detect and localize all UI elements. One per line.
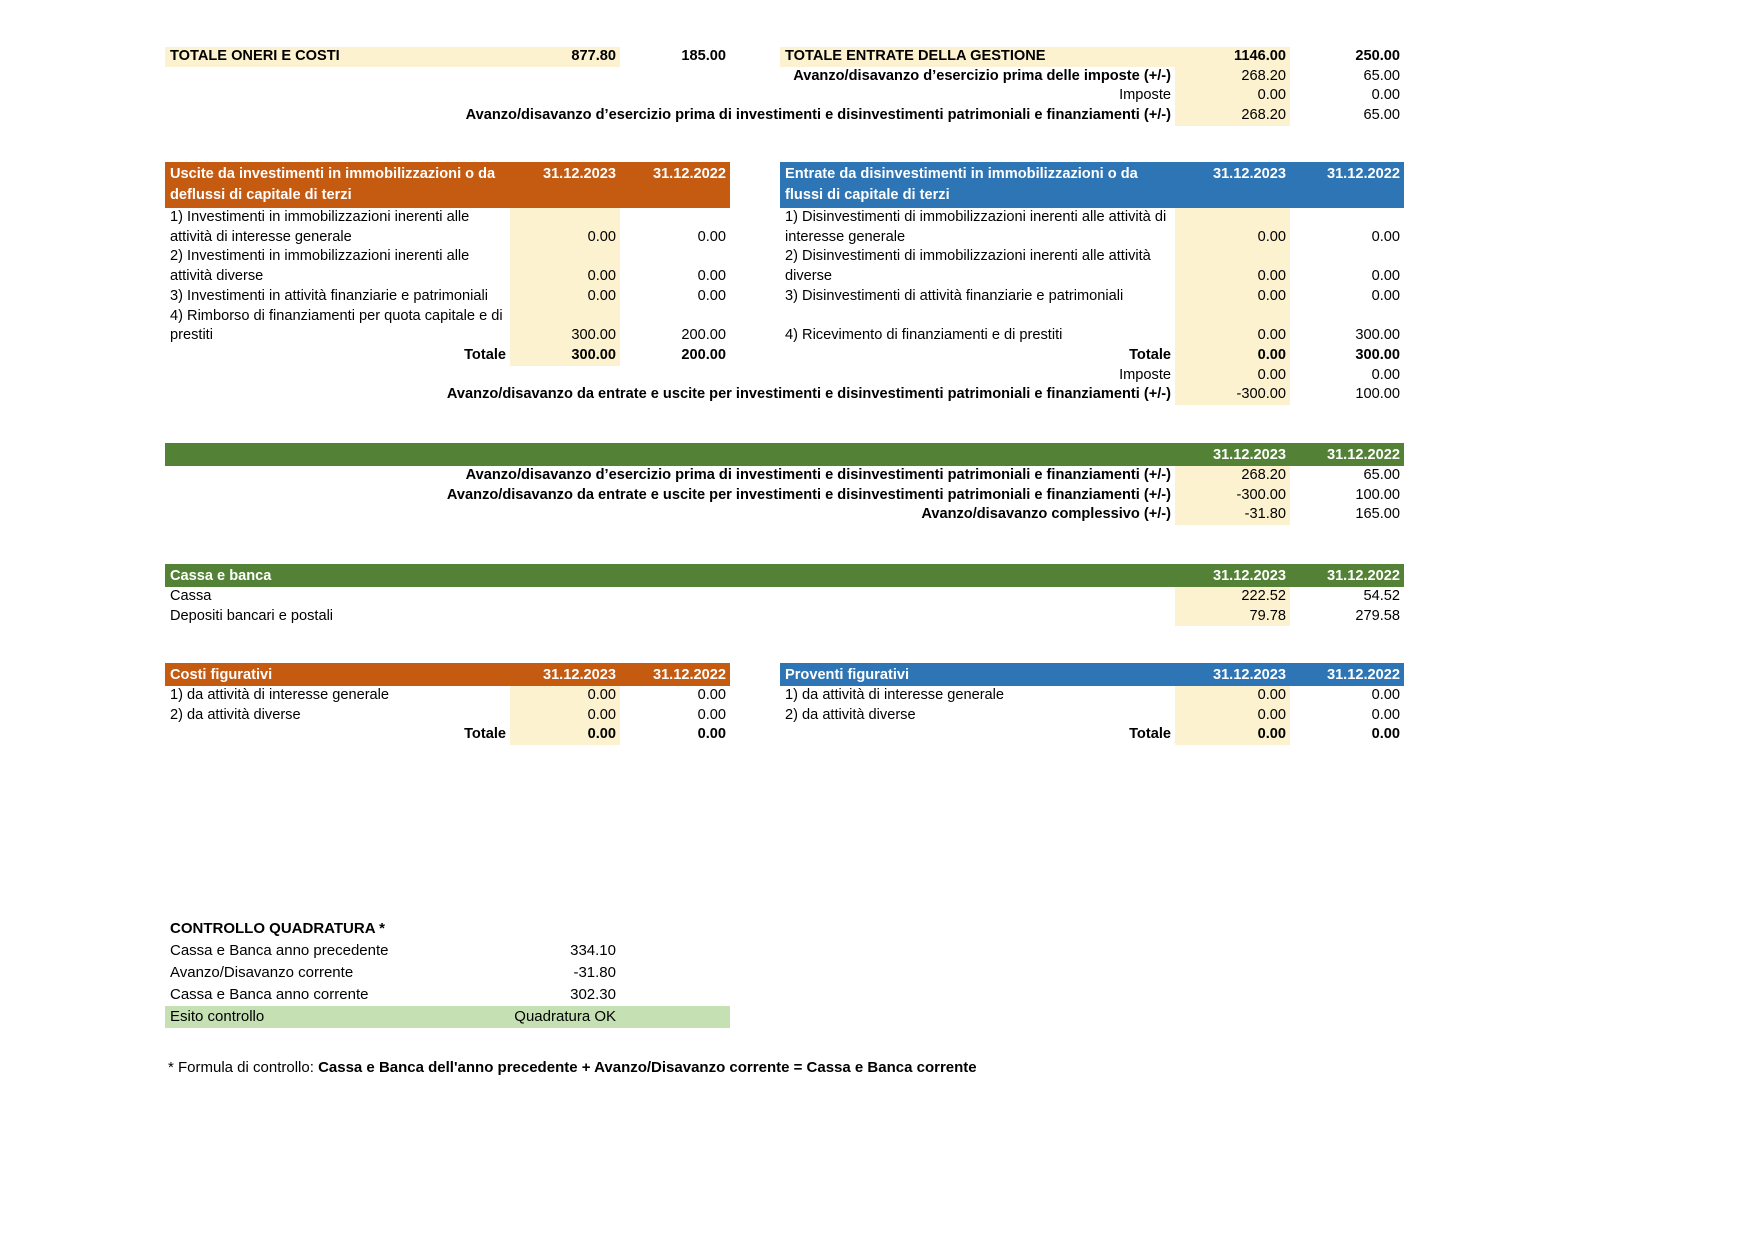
entrate-totale-row: Totale 0.00 300.00: [780, 345, 1404, 366]
totale-oneri-label: TOTALE ONERI E COSTI: [165, 47, 510, 67]
cassa-header: Cassa e banca 31.12.2023 31.12.2022: [165, 564, 1404, 587]
avanzo-prima-imposte-value-2022: 65.00: [1363, 67, 1400, 84]
avanzo-prima-investimenti-row: Avanzo/disavanzo d’esercizio prima di in…: [165, 106, 1404, 126]
figurativi-section: Costi figurativi 31.12.2023 31.12.2022 1…: [165, 663, 1404, 746]
riepilogo-date-2023: 31.12.2023: [1212, 447, 1286, 463]
investments-section: Uscite da investimenti in immobilizzazio…: [165, 162, 1404, 406]
imposte-value-2023: 0.00: [1175, 86, 1290, 107]
footnote: * Formula di controllo: Cassa e Banca de…: [168, 1058, 1404, 1078]
cassa-section: Cassa e banca 31.12.2023 31.12.2022 Cass…: [165, 564, 1404, 627]
controllo-section: CONTROLLO QUADRATURA * Cassa e Banca ann…: [165, 918, 730, 1028]
imposte-value-2022: 0.00: [1371, 87, 1400, 104]
entrate-table: Entrate da disinvestimenti in immobilizz…: [780, 162, 1404, 366]
table-row: 2) da attività diverse 0.00 0.00: [165, 705, 730, 726]
cassa-date-2023: 31.12.2023: [1212, 568, 1286, 584]
riepilogo-row: Avanzo/disavanzo d’esercizio prima di in…: [165, 466, 1404, 486]
costi-figurativi-totale-row: Totale 0.00 0.00: [165, 725, 730, 746]
table-row: 2) Investimenti in immobilizzazioni iner…: [165, 247, 730, 287]
proventi-figurativi-title: Proventi figurativi: [785, 667, 910, 683]
totals-row: TOTALE ONERI E COSTI 877.80 185.00 TOTAL…: [165, 47, 1404, 67]
entrate-date-2023: 31.12.2023: [1212, 166, 1286, 182]
uscite-header: Uscite da investimenti in immobilizzazio…: [165, 162, 730, 208]
entrate-title: Entrate da disinvestimenti in immobilizz…: [785, 166, 1138, 203]
costi-figurativi-table: Costi figurativi 31.12.2023 31.12.2022 1…: [165, 663, 730, 746]
totale-oneri-row: TOTALE ONERI E COSTI 877.80 185.00: [165, 47, 730, 67]
totale-oneri-value-2022: 185.00: [681, 48, 726, 64]
uscite-table: Uscite da investimenti in immobilizzazio…: [165, 162, 730, 366]
uscite-date-2022: 31.12.2022: [652, 166, 726, 182]
avanzo-prima-imposte-row: Avanzo/disavanzo d’esercizio prima delle…: [165, 66, 1404, 87]
table-row: 4) Ricevimento di finanziamenti e di pre…: [780, 326, 1404, 346]
avanzo-complessivo-row: Avanzo/disavanzo complessivo (+/-) -31.8…: [165, 505, 1404, 526]
controllo-row: Cassa e Banca anno precedente 334.10: [170, 942, 616, 959]
uscite-title: Uscite da investimenti in immobilizzazio…: [170, 166, 496, 203]
column-gap: [730, 663, 780, 745]
riepilogo-header: 31.12.2023 31.12.2022: [165, 443, 1404, 466]
column-gap: [730, 162, 780, 366]
riepilogo-section: 31.12.2023 31.12.2022 Avanzo/disavanzo d…: [165, 443, 1404, 526]
table-row: 1) da attività di interesse generale 0.0…: [165, 686, 730, 706]
table-row: 2) Disinvestimenti di immobilizzazioni i…: [780, 247, 1404, 287]
cassa-title: Cassa e banca: [170, 568, 272, 584]
table-row: 1) Disinvestimenti di immobilizzazioni i…: [780, 208, 1404, 248]
riepilogo-row: Avanzo/disavanzo da entrate e uscite per…: [165, 485, 1404, 506]
uscite-date-2023: 31.12.2023: [542, 166, 616, 182]
table-row: 3) Investimenti in attività finanziarie …: [165, 286, 730, 307]
controllo-row: Avanzo/Disavanzo corrente -31.80: [170, 964, 616, 981]
avanzo-prima-investimenti-value-2022: 65.00: [1363, 107, 1400, 124]
totale-entrate-value-2022: 250.00: [1355, 48, 1400, 64]
esito-controllo-row: Esito controllo Quadratura OK: [165, 1006, 730, 1028]
avanzo-prima-investimenti-label: Avanzo/disavanzo d’esercizio prima di in…: [465, 107, 1171, 124]
proventi-figurativi-totale-row: Totale 0.00 0.00: [780, 725, 1404, 746]
entrate-date-2022: 31.12.2022: [1326, 166, 1400, 182]
entrate-header: Entrate da disinvestimenti in immobilizz…: [780, 162, 1404, 208]
proventi-figurativi-table: Proventi figurativi 31.12.2023 31.12.202…: [780, 663, 1404, 746]
avanzo-prima-investimenti-value-2023: 268.20: [1175, 106, 1290, 126]
totale-entrate-value-2023: 1146.00: [1175, 47, 1290, 67]
table-row: 1) Investimenti in immobilizzazioni iner…: [165, 208, 730, 248]
esito-controllo-value: Quadratura OK: [514, 1008, 616, 1025]
footnote-formula: Cassa e Banca dell'anno precedente + Ava…: [318, 1059, 977, 1076]
proventi-figurativi-header: Proventi figurativi 31.12.2023 31.12.202…: [780, 663, 1404, 686]
cassa-row: Cassa 222.52 54.52: [165, 587, 1404, 607]
totale-entrate-label: TOTALE ENTRATE DELLA GESTIONE: [780, 47, 1175, 67]
table-row: 2) da attività diverse 0.00 0.00: [780, 705, 1404, 726]
totale-oneri-value-2023: 877.80: [510, 47, 620, 67]
imposte-row: Imposte 0.00 0.00: [165, 86, 1404, 107]
imposte-investimenti-row: Imposte 0.00 0.00: [165, 365, 1404, 386]
costi-figurativi-title: Costi figurativi: [170, 667, 273, 683]
costi-figurativi-header: Costi figurativi 31.12.2023 31.12.2022: [165, 663, 730, 686]
avanzo-entrate-uscite-row: Avanzo/disavanzo da entrate e uscite per…: [165, 385, 1404, 406]
table-row: 3) Disinvestimenti di attività finanziar…: [780, 286, 1404, 307]
footnote-prefix: * Formula di controllo:: [168, 1059, 319, 1076]
avanzo-prima-imposte-label: Avanzo/disavanzo d’esercizio prima delle…: [793, 67, 1171, 84]
controllo-title: CONTROLLO QUADRATURA *: [170, 920, 385, 937]
riepilogo-date-2022: 31.12.2022: [1326, 447, 1400, 463]
table-row: 1) da attività di interesse generale 0.0…: [780, 686, 1404, 706]
spacer-row: [780, 306, 1404, 327]
controllo-row: Cassa e Banca anno corrente 302.30: [170, 986, 616, 1003]
table-row: 4) Rimborso di finanziamenti per quota c…: [165, 306, 730, 346]
cassa-date-2022: 31.12.2022: [1326, 568, 1400, 584]
uscite-totale-row: Totale 300.00 200.00: [165, 345, 730, 366]
esito-controllo-label: Esito controllo: [170, 1008, 265, 1025]
avanzo-prima-imposte-value-2023: 268.20: [1175, 66, 1290, 87]
totale-entrate-row: TOTALE ENTRATE DELLA GESTIONE 1146.00 25…: [780, 47, 1404, 67]
depositi-row: Depositi bancari e postali 79.78 279.58: [165, 606, 1404, 627]
imposte-label: Imposte: [1119, 87, 1171, 104]
top-summary-section: TOTALE ONERI E COSTI 877.80 185.00 TOTAL…: [165, 47, 1404, 126]
